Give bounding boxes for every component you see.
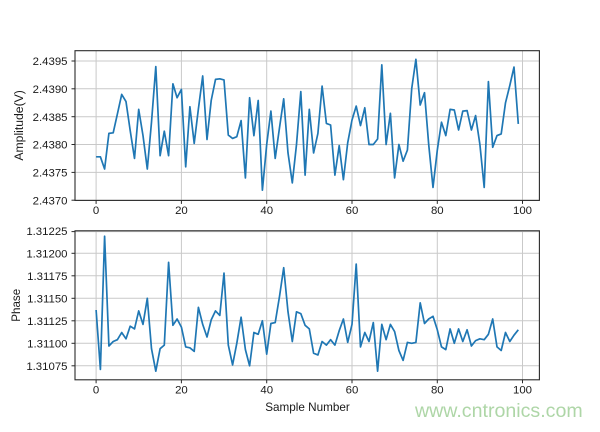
svg-text:Amplitude(V): Amplitude(V) — [12, 90, 26, 160]
svg-text:2.4395: 2.4395 — [33, 56, 68, 68]
svg-text:40: 40 — [260, 385, 273, 397]
svg-text:Phase: Phase — [10, 289, 23, 322]
svg-text:1.31150: 1.31150 — [27, 293, 67, 305]
svg-text:1.31075: 1.31075 — [26, 361, 67, 373]
svg-text:2.4385: 2.4385 — [33, 112, 68, 124]
svg-text:www.cntronics.com: www.cntronics.com — [414, 400, 583, 422]
svg-text:60: 60 — [346, 385, 359, 397]
svg-text:80: 80 — [431, 385, 444, 397]
svg-text:Sample Number: Sample Number — [265, 401, 350, 414]
svg-text:2.4380: 2.4380 — [33, 140, 68, 152]
svg-text:1.31100: 1.31100 — [27, 338, 67, 350]
svg-text:1.31125: 1.31125 — [27, 316, 67, 328]
svg-text:20: 20 — [175, 205, 188, 217]
svg-text:100: 100 — [513, 205, 532, 217]
svg-text:20: 20 — [175, 385, 188, 397]
svg-text:1.31200: 1.31200 — [26, 248, 67, 260]
svg-text:100: 100 — [513, 385, 532, 397]
svg-text:0: 0 — [93, 385, 99, 397]
svg-text:2.4370: 2.4370 — [33, 195, 68, 207]
svg-text:40: 40 — [260, 205, 273, 217]
svg-text:0: 0 — [93, 205, 99, 217]
svg-text:1.31225: 1.31225 — [26, 226, 67, 238]
svg-text:2.4375: 2.4375 — [33, 168, 68, 180]
svg-text:1.31175: 1.31175 — [27, 271, 67, 283]
svg-text:80: 80 — [431, 205, 444, 217]
svg-text:60: 60 — [346, 205, 359, 217]
svg-text:2.4390: 2.4390 — [33, 84, 68, 96]
